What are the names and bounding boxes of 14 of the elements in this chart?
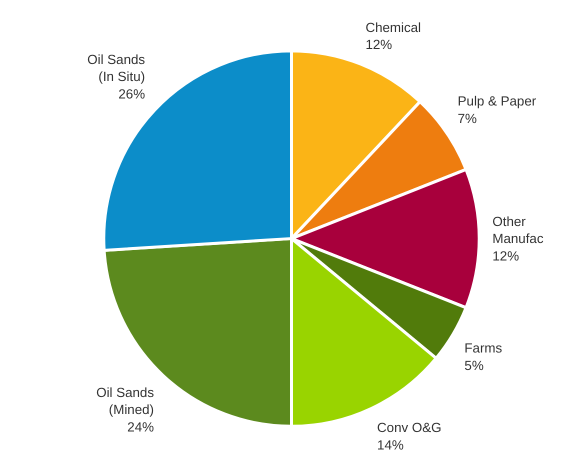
data-label: 12% [365,37,392,52]
slice-label: Oil Sands (Mined) [96,384,154,418]
slice-label: Other Manufac [492,214,544,246]
data-label: 14% [377,437,404,452]
data-label: 12% [492,248,520,264]
slice-label: Chemical [365,20,422,35]
data-label: 24% [127,419,154,434]
slice-label: Farms [464,340,503,356]
data-label: 26% [118,86,146,102]
slice-label: Oil Sands (In Situ) [87,52,146,84]
data-label: 7% [458,110,478,126]
data-label: 5% [464,358,484,373]
slice-label: Pulp & Paper [458,94,537,109]
slice-label: Conv O&G [377,420,442,436]
